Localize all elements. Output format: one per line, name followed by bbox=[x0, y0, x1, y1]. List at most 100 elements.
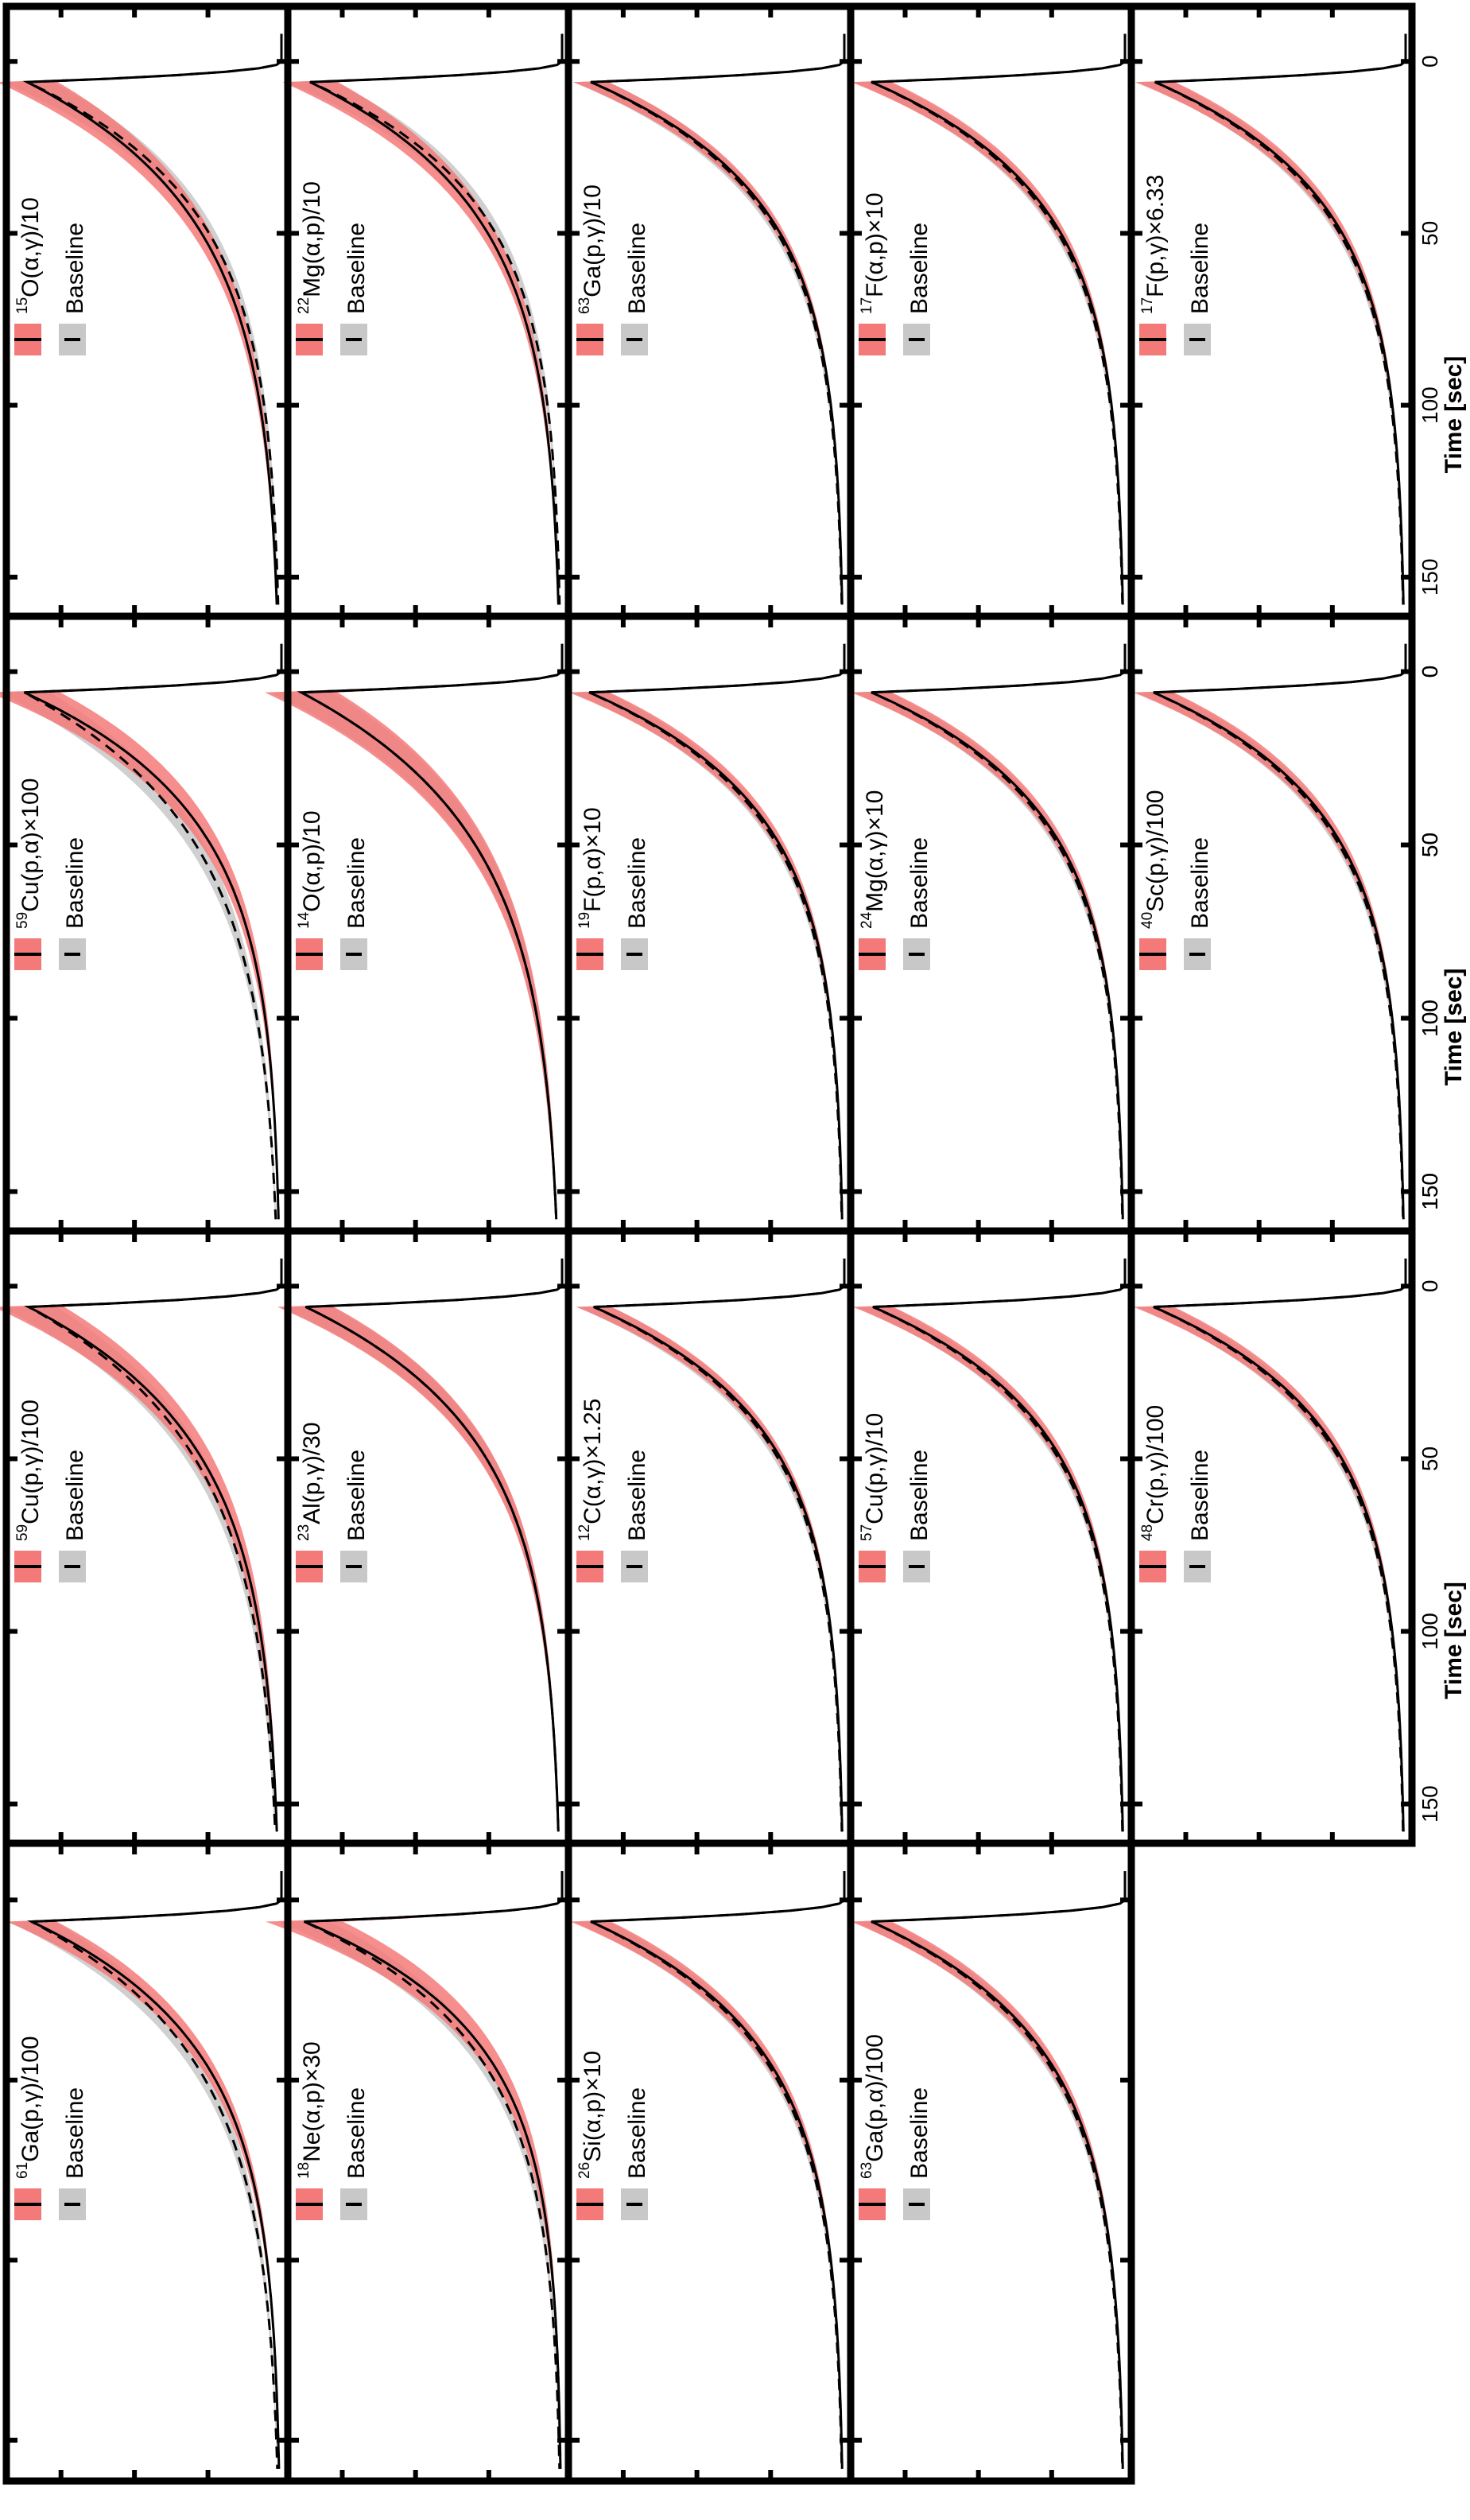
baseline-band bbox=[9, 1893, 282, 2459]
legend-label-baseline: Baseline bbox=[1187, 1450, 1213, 1541]
x-tick-label: 150 bbox=[1418, 1785, 1442, 1823]
legend-label-variation: 18Ne(α,p)×30 bbox=[296, 2041, 325, 2179]
legend: 63Ga(p,γ)/10 Baseline bbox=[576, 184, 650, 355]
variation-line bbox=[24, 1258, 283, 1832]
isotope-mass: 12 bbox=[576, 1524, 593, 1541]
x-tick-label-text: 0 bbox=[1418, 1280, 1442, 1293]
baseline-line bbox=[303, 1871, 564, 2469]
legend-label-variation: 59Cu(p,α)×100 bbox=[14, 779, 44, 929]
baseline-band bbox=[855, 1279, 1125, 1822]
reaction-channel: p,α bbox=[862, 2088, 888, 2122]
legend: 48Cr(p,γ)/100 Baseline bbox=[1139, 1405, 1213, 1582]
x-tick-label: 100 bbox=[1418, 386, 1442, 424]
baseline-band bbox=[1135, 1279, 1406, 1822]
legend: 40Sc(p,γ)/100 Baseline bbox=[1139, 790, 1213, 970]
isotope-mass: 17 bbox=[1139, 297, 1156, 314]
x-tick-label-text: 0 bbox=[1418, 666, 1442, 678]
variation-band bbox=[6, 1893, 282, 2459]
legend: 15O(α,γ)/10 Baseline bbox=[14, 197, 88, 355]
isotope-mass: 63 bbox=[576, 297, 593, 314]
legend-label-variation: 12C(α,γ)×1.25 bbox=[576, 1399, 606, 1541]
variation-line bbox=[22, 33, 283, 605]
legend-label-variation: 14O(α,p)/10 bbox=[296, 810, 325, 929]
variation-line bbox=[871, 33, 1127, 605]
baseline-line bbox=[593, 1258, 846, 1832]
reaction-label: O( bbox=[299, 886, 325, 912]
baseline-line bbox=[590, 33, 846, 605]
legend-label-variation: 57Cu(p,γ)/10 bbox=[859, 1413, 888, 1541]
isotope-mass: 23 bbox=[296, 1524, 312, 1541]
legend-label-baseline: Baseline bbox=[1187, 223, 1213, 314]
legend-label-baseline: Baseline bbox=[62, 1450, 88, 1541]
reaction-label: Cu( bbox=[862, 1486, 888, 1524]
variation-line bbox=[309, 33, 564, 605]
panel-13: 24Mg(α,γ)×10 Baseline bbox=[847, 612, 1135, 1235]
legend-label-baseline: Baseline bbox=[343, 837, 370, 929]
baseline-line bbox=[1153, 643, 1407, 1220]
isotope-mass: 26 bbox=[576, 2162, 593, 2179]
panel-1: 59Cu(p,α)×100 Baseline bbox=[0, 612, 292, 1235]
panel-2: 59Cu(p,γ)/100 Baseline bbox=[0, 1227, 292, 1847]
reaction-channel: p,γ bbox=[1142, 1459, 1169, 1491]
variation-line bbox=[590, 33, 846, 605]
baseline-line bbox=[871, 643, 1127, 1220]
baseline-line bbox=[871, 33, 1127, 605]
isotope-mass: 59 bbox=[14, 1524, 31, 1541]
reaction-channel: p,γ bbox=[299, 1463, 325, 1495]
panel-4: 22Mg(α,p)/10 Baseline bbox=[282, 2, 572, 620]
isotope-mass: 14 bbox=[296, 911, 312, 929]
rate-factor: )/100 bbox=[17, 1400, 44, 1454]
x-tick-label-text: 0 bbox=[1418, 55, 1442, 68]
x-axis-label-text: Time [sec] bbox=[1441, 969, 1467, 1086]
legend-label-baseline: Baseline bbox=[624, 223, 650, 314]
legend-label-variation: 48Cr(p,γ)/100 bbox=[1139, 1405, 1169, 1541]
reaction-channel: α,p bbox=[580, 2099, 606, 2133]
legend-label-variation: 15O(α,γ)/10 bbox=[14, 197, 44, 314]
isotope-mass: 24 bbox=[859, 911, 875, 929]
baseline-line bbox=[872, 1258, 1127, 1832]
isotope-mass: 15 bbox=[14, 297, 31, 314]
reaction-label: F( bbox=[580, 890, 606, 912]
legend-label-baseline: Baseline bbox=[906, 1450, 933, 1541]
x-tick-label: 100 bbox=[1418, 1000, 1442, 1037]
variation-band bbox=[570, 1893, 844, 2459]
variation-line bbox=[588, 643, 846, 1220]
x-tick-label-text: 100 bbox=[1418, 386, 1442, 424]
reaction-channel: p,γ bbox=[17, 1454, 44, 1485]
variation-line bbox=[1153, 1258, 1407, 1832]
rate-factor: )×6.33 bbox=[1142, 175, 1169, 243]
isotope-mass: 57 bbox=[859, 1524, 875, 1541]
baseline-band bbox=[572, 54, 844, 595]
x-axis-label-text: Time [sec] bbox=[1441, 969, 1467, 1086]
x-tick-label: 50 bbox=[1418, 833, 1442, 857]
panel-12: 17F(α,p)×10 Baseline bbox=[847, 2, 1135, 620]
reaction-channel: p,γ bbox=[862, 1454, 888, 1485]
rate-factor: )×100 bbox=[17, 779, 44, 841]
legend-label-baseline: Baseline bbox=[343, 1450, 370, 1541]
baseline-band bbox=[853, 1893, 1125, 2459]
baseline-line bbox=[24, 1258, 283, 1832]
variation-line bbox=[872, 1258, 1127, 1832]
rate-factor: )/10 bbox=[862, 1413, 888, 1454]
panel-8: 63Ga(p,γ)/10 Baseline bbox=[564, 2, 855, 620]
baseline-band bbox=[572, 1893, 844, 2459]
rate-factor: )×10 bbox=[580, 2051, 606, 2099]
x-tick-label: 50 bbox=[1418, 221, 1442, 246]
panel-6: 23Al(p,γ)/30 Baseline bbox=[277, 1227, 572, 1847]
x-tick-label: 0 bbox=[1418, 1280, 1442, 1293]
reaction-label: Ga( bbox=[17, 2122, 44, 2162]
reaction-label: Cu( bbox=[17, 1486, 44, 1524]
variation-line bbox=[23, 643, 283, 1220]
variation-band bbox=[1134, 54, 1406, 595]
x-tick-label-text: 100 bbox=[1418, 1000, 1442, 1037]
isotope-mass: 22 bbox=[296, 297, 312, 314]
legend: 23Al(p,γ)/30 Baseline bbox=[296, 1422, 370, 1582]
x-axis-label: Time [sec] bbox=[1441, 969, 1467, 1086]
legend-label-variation: 22Mg(α,p)/10 bbox=[296, 181, 325, 314]
x-axis-label: Time [sec] bbox=[1441, 969, 1467, 1086]
baseline-line bbox=[588, 643, 846, 1220]
rate-factor: )×10 bbox=[862, 790, 888, 839]
baseline-line bbox=[1153, 1258, 1407, 1832]
variation-line bbox=[31, 1871, 283, 2469]
panel-11: 26Si(α,p)×10 Baseline bbox=[564, 1839, 855, 2485]
